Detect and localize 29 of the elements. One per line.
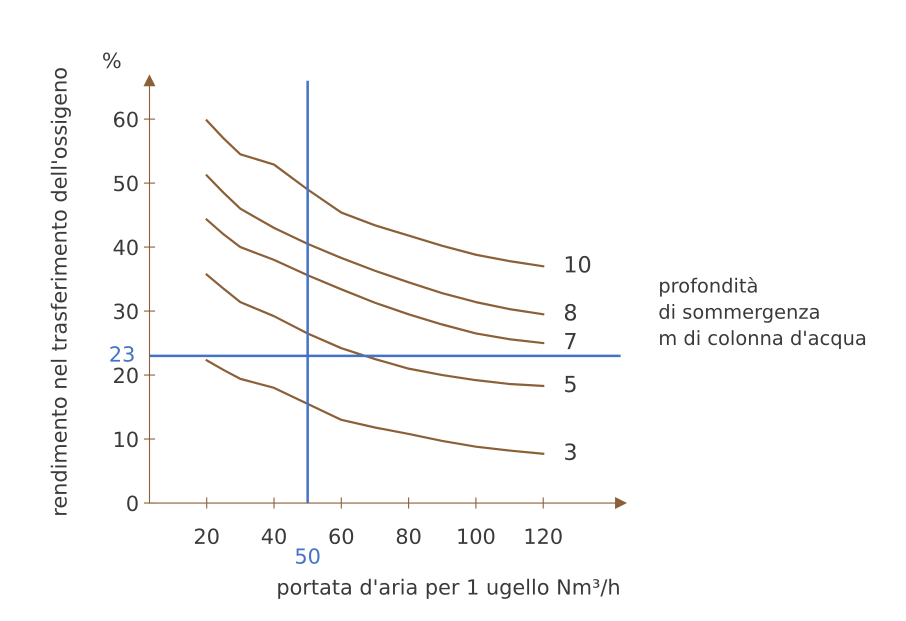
text: profondità di sommergenza m di colonna d'acqua xyxy=(659,276,866,349)
y-tick-label: 30 xyxy=(114,304,138,320)
ref-line-label: 23 xyxy=(110,346,134,362)
line-series xyxy=(206,359,544,455)
text: % xyxy=(103,52,121,68)
x-tick-label: 80 xyxy=(396,528,420,544)
series-label: 5 xyxy=(565,376,576,392)
y-tick-label: 20 xyxy=(114,368,138,384)
series-label: 7 xyxy=(565,332,576,350)
y-tick-label: 60 xyxy=(114,112,138,128)
x-tick-label: 60 xyxy=(330,528,354,544)
x-axis-title: portata d'aria per 1 ugello Nm³/h xyxy=(278,578,619,599)
line-series xyxy=(206,174,544,316)
ref-line-label: 50 xyxy=(296,548,320,564)
series-label: 3 xyxy=(565,443,576,460)
line-series xyxy=(206,218,544,344)
y-tick-label: 0 xyxy=(127,495,138,512)
x-tick-label: 40 xyxy=(262,528,286,544)
x-tick-label: 100 xyxy=(458,528,494,544)
line-series xyxy=(206,273,544,388)
line-series xyxy=(206,119,544,268)
x-tick-label: 20 xyxy=(194,528,219,544)
series-label: 10 xyxy=(566,256,590,273)
y-tick-label: 10 xyxy=(114,431,138,448)
y-tick-label: 40 xyxy=(114,240,138,256)
y-axis-title: rendimento nel trasferimento dell'ossigeno xyxy=(50,68,71,515)
series-label: 8 xyxy=(564,304,576,321)
y-tick-label: 50 xyxy=(114,176,138,192)
x-tick-label: 120 xyxy=(526,528,562,544)
